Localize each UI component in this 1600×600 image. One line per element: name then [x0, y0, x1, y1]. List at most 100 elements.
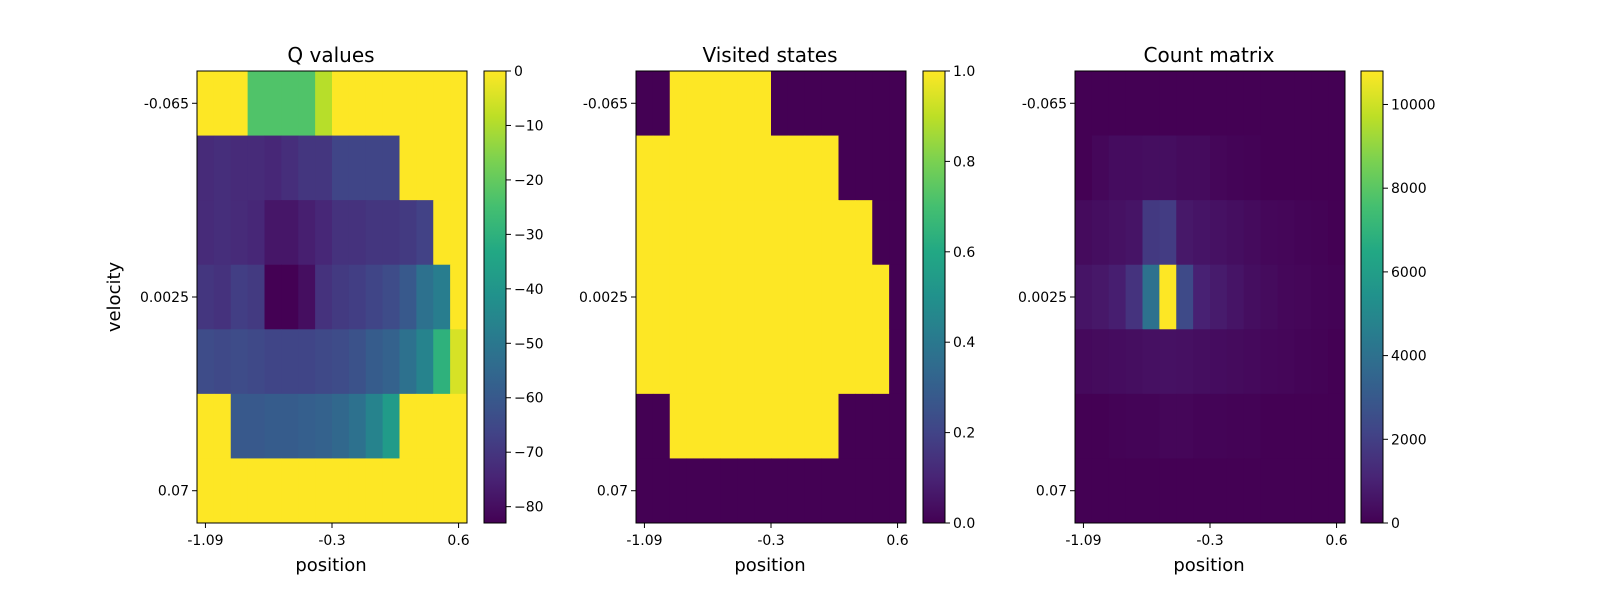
- heatmap-cell: [1294, 264, 1312, 330]
- heatmap-cell: [889, 329, 907, 395]
- heatmap-cell: [737, 200, 755, 266]
- heatmap-cell: [450, 458, 468, 524]
- heatmap-cell: [821, 264, 839, 330]
- heatmap-cell: [213, 264, 232, 330]
- heatmap-cell: [821, 329, 839, 395]
- heatmap-cell: [1328, 135, 1346, 201]
- heatmap-cell: [771, 458, 789, 524]
- heatmap-cell: [652, 200, 671, 266]
- heatmap-cell: [787, 135, 806, 201]
- x-tick-label: 0.6: [886, 533, 908, 549]
- heatmap-cell: [1108, 264, 1127, 330]
- heatmap-cell: [1243, 393, 1262, 459]
- heatmap-cell: [315, 458, 333, 524]
- heatmap-cell: [889, 393, 907, 459]
- heatmap-cell: [872, 458, 890, 524]
- heatmap-cell: [838, 200, 856, 266]
- heatmap-cell: [804, 264, 823, 330]
- heatmap-cell: [450, 329, 468, 395]
- heatmap-cell: [1125, 135, 1143, 201]
- heatmap-cell: [1091, 264, 1110, 330]
- colorbar-tick-label: 8000: [1391, 181, 1427, 197]
- heatmap-cell: [686, 393, 704, 459]
- heatmap-cell: [771, 135, 789, 201]
- heatmap-cell: [1294, 71, 1312, 136]
- heatmap-cell: [213, 135, 232, 201]
- heatmap-cell: [348, 264, 367, 330]
- heatmap-cell: [230, 264, 249, 330]
- heatmap-cell: [669, 135, 688, 201]
- heatmap-cell: [315, 264, 333, 330]
- heatmap-cell: [855, 135, 873, 201]
- heatmap-cell: [872, 329, 890, 395]
- heatmap-cell: [1193, 135, 1211, 201]
- heatmap-cell: [737, 135, 755, 201]
- heatmap-cell: [1277, 135, 1295, 201]
- heatmap-cell: [416, 135, 434, 201]
- heatmap-cell: [281, 71, 299, 136]
- heatmap-cell: [416, 264, 434, 330]
- colorbar-tick-label: −20: [514, 173, 544, 189]
- heatmap-cell: [1125, 264, 1143, 330]
- heatmap-cell: [703, 135, 721, 201]
- heatmap-cell: [1260, 200, 1278, 266]
- heatmap-cell: [382, 458, 400, 524]
- heatmap-cell: [1176, 329, 1194, 395]
- heatmap-cell: [1294, 200, 1312, 266]
- heatmap-cell: [264, 71, 282, 136]
- y-tick-label: 0.0025: [140, 290, 189, 306]
- heatmap-cell: [889, 264, 907, 330]
- heatmap-cell: [399, 264, 417, 330]
- heatmap-cell: [652, 393, 671, 459]
- heatmap-cell: [1243, 329, 1262, 395]
- heatmap-cell: [247, 135, 265, 201]
- heatmap-cell: [382, 71, 400, 136]
- heatmap-cell: [1108, 200, 1127, 266]
- heatmap-cell: [1328, 264, 1346, 330]
- chart-title: Visited states: [702, 43, 837, 67]
- heatmap-cell: [804, 393, 823, 459]
- heatmap-cell: [855, 264, 873, 330]
- heatmap-cell: [213, 200, 232, 266]
- heatmap-cell: [264, 200, 282, 266]
- heatmap-cell: [720, 393, 738, 459]
- heatmap-cell: [365, 135, 384, 201]
- heatmap-cell: [1328, 329, 1346, 395]
- heatmap-cell: [1108, 458, 1127, 524]
- x-tick-label: -1.09: [187, 533, 223, 549]
- heatmap-cell: [1260, 458, 1278, 524]
- heatmap-cell: [197, 329, 215, 395]
- heatmap-cell: [1193, 71, 1211, 136]
- heatmap-cell: [1226, 135, 1245, 201]
- heatmap-cell: [686, 264, 704, 330]
- heatmap-cell: [872, 71, 890, 136]
- heatmap-cell: [1108, 71, 1127, 136]
- heatmap-cell: [872, 393, 890, 459]
- heatmap-cell: [636, 200, 654, 266]
- colorbar-tick-label: −50: [514, 336, 544, 352]
- heatmap-cell: [315, 200, 333, 266]
- heatmap-cell: [1311, 329, 1329, 395]
- heatmap-cell: [365, 458, 384, 524]
- x-tick-label: -1.09: [626, 533, 662, 549]
- heatmap-cell: [1294, 329, 1312, 395]
- heatmap-cell: [1091, 393, 1110, 459]
- x-axis-label: position: [295, 555, 366, 576]
- heatmap-cell: [636, 458, 654, 524]
- heatmap-cell: [703, 393, 721, 459]
- heatmap-cell: [197, 200, 215, 266]
- heatmap-cell: [281, 458, 299, 524]
- heatmap-cell: [686, 200, 704, 266]
- heatmap-cell: [754, 135, 772, 201]
- heatmap-cell: [703, 200, 721, 266]
- heatmap-cell: [821, 458, 839, 524]
- heatmap-cell: [838, 71, 856, 136]
- heatmap-cell: [1210, 458, 1228, 524]
- heatmap-cell: [1243, 264, 1262, 330]
- heatmap-cell: [669, 264, 688, 330]
- heatmap-cell: [348, 135, 367, 201]
- heatmap-cell: [433, 71, 451, 136]
- colorbar-tick-label: −70: [514, 445, 544, 461]
- heatmap-cell: [636, 135, 654, 201]
- heatmap-cell: [247, 200, 265, 266]
